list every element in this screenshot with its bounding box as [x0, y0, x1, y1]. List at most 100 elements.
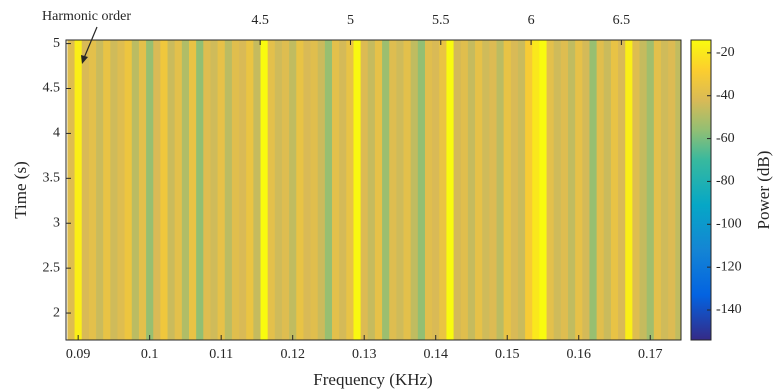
cell: [181, 40, 190, 340]
cell: [668, 40, 676, 340]
cell: [117, 40, 126, 340]
cell: [482, 40, 490, 340]
cell: [675, 40, 681, 340]
x-axis-title: Frequency (KHz): [313, 370, 432, 389]
x-tick-label: 0.16: [566, 347, 591, 362]
colorbar-title: Power (dB): [754, 151, 773, 230]
cell: [467, 40, 476, 340]
cell: [653, 40, 662, 340]
cell: [632, 40, 640, 340]
cell: [646, 40, 655, 340]
cell: [346, 40, 354, 340]
cell: [67, 40, 75, 340]
cell: [517, 40, 526, 340]
cell: [131, 40, 140, 340]
cell: [460, 40, 469, 340]
cell: [267, 40, 276, 340]
cell: [396, 40, 404, 340]
cell: [146, 40, 154, 340]
cell: [367, 40, 376, 340]
cell: [224, 40, 233, 340]
cell: [317, 40, 326, 340]
cell: [596, 40, 605, 340]
cell: [489, 40, 497, 340]
y-tick-label: 2: [53, 305, 60, 320]
cell: [553, 40, 562, 340]
heatmap: [67, 40, 681, 340]
cell: [310, 40, 319, 340]
cell: [639, 40, 648, 340]
cell: [424, 40, 433, 340]
cell: [210, 40, 219, 340]
y-tick-label: 4: [53, 126, 60, 141]
x2-tick-label: 6: [528, 13, 535, 28]
cell: [439, 40, 447, 340]
y-axis-title: Time (s): [11, 161, 30, 218]
cell: [446, 40, 454, 340]
colorbar-tick-label: -60: [716, 131, 735, 146]
y-tick-label: 4.5: [43, 81, 61, 96]
cell: [589, 40, 598, 340]
cell: [503, 40, 512, 340]
cell: [374, 40, 383, 340]
cell: [103, 40, 111, 340]
cell: [274, 40, 283, 340]
colorbar-tick-label: -80: [716, 174, 735, 189]
cell: [203, 40, 211, 340]
y-tick-label: 5: [53, 36, 60, 51]
cell: [332, 40, 340, 340]
cell: [539, 40, 547, 340]
cell: [560, 40, 569, 340]
cell: [281, 40, 290, 340]
y-tick-label: 2.5: [43, 260, 61, 275]
cell: [74, 40, 83, 340]
cell: [324, 40, 333, 340]
cell: [124, 40, 133, 340]
cell: [532, 40, 540, 340]
colorbar: [690, 39, 712, 341]
cell: [231, 40, 240, 340]
cell: [496, 40, 505, 340]
x2-tick-label: 6.5: [613, 13, 631, 28]
cell: [660, 40, 669, 340]
cell: [618, 40, 626, 340]
annotation-arrow: [83, 26, 98, 59]
colorbar-tick-label: -40: [716, 88, 735, 103]
cell: [217, 40, 226, 340]
cell: [81, 40, 90, 340]
cell: [289, 40, 297, 340]
cell: [253, 40, 261, 340]
x-tick-label: 0.15: [495, 347, 520, 362]
cell: [525, 40, 533, 340]
x-tick-label: 0.09: [66, 347, 91, 362]
cell: [360, 40, 369, 340]
x-tick-label: 0.1: [141, 347, 159, 362]
plot-frame: [65, 39, 682, 341]
annotation: Harmonic order: [42, 9, 131, 24]
cell: [568, 40, 576, 340]
y-tick-label: 3: [53, 215, 60, 230]
cell: [138, 40, 147, 340]
cell: [417, 40, 426, 340]
x-tick-label: 0.17: [638, 347, 663, 362]
cell: [189, 40, 197, 340]
cell: [339, 40, 347, 340]
cell: [246, 40, 254, 340]
cell: [603, 40, 612, 340]
cell: [96, 40, 104, 340]
cell: [403, 40, 412, 340]
cell: [546, 40, 555, 340]
colorbar-tick-label: -100: [716, 217, 742, 232]
cell: [174, 40, 183, 340]
x-tick-label: 0.14: [423, 347, 448, 362]
cell: [410, 40, 419, 340]
arrow-head: [81, 55, 88, 64]
cell: [239, 40, 247, 340]
cell: [196, 40, 204, 340]
x-tick-label: 0.12: [280, 347, 305, 362]
cell: [575, 40, 583, 340]
cell: [610, 40, 619, 340]
cell: [625, 40, 633, 340]
colorbar-tick-label: -20: [716, 45, 735, 60]
